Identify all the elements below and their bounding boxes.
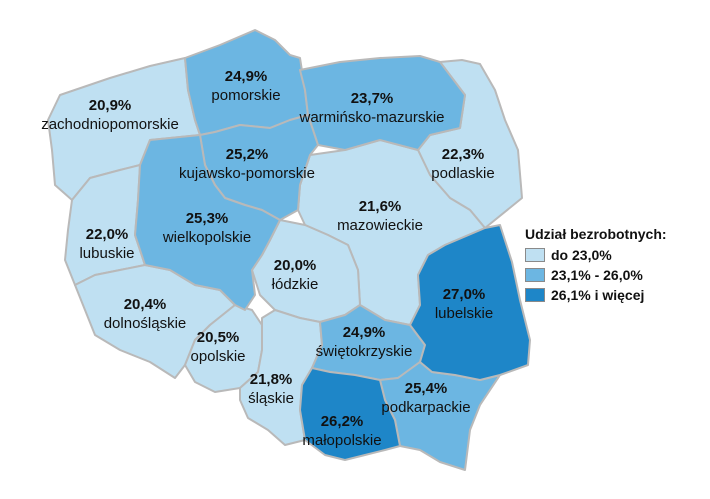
name-podkarpackie: podkarpackie: [381, 399, 471, 416]
label-slaskie: 21,8% śląskie: [248, 370, 294, 408]
name-kujawsko-pomorskie: kujawsko-pomorskie: [179, 165, 315, 182]
legend-item-high: 26,1% i więcej: [525, 285, 667, 305]
value-wielkopolskie: 25,3%: [185, 210, 229, 227]
label-mazowieckie: 21,6% mazowieckie: [337, 197, 423, 235]
value-swietokrzyskie: 24,9%: [342, 324, 386, 341]
name-lubuskie: lubuskie: [79, 245, 135, 262]
label-swietokrzyskie: 24,9% świętokrzyskie: [316, 323, 413, 361]
name-lubelskie: lubelskie: [434, 305, 494, 322]
value-podkarpackie: 25,4%: [404, 380, 448, 397]
value-warminsko-mazurskie: 23,7%: [350, 90, 394, 107]
name-swietokrzyskie: świętokrzyskie: [315, 343, 413, 360]
name-pomorskie: pomorskie: [211, 87, 281, 104]
name-malopolskie: małopolskie: [302, 432, 382, 449]
legend-label-low: do 23,0%: [551, 247, 612, 263]
region-lubelskie: [409, 224, 531, 381]
legend-label-medium: 23,1% - 26,0%: [551, 267, 643, 283]
label-lodzkie: 20,0% łódzkie: [272, 256, 319, 294]
label-opolskie: 20,5% opolskie: [190, 328, 245, 366]
label-podlaskie: 22,3% podlaskie: [431, 145, 494, 183]
name-warminsko-mazurskie: warmińsko-mazurskie: [299, 109, 445, 126]
value-opolskie: 20,5%: [196, 329, 240, 346]
value-kujawsko-pomorskie: 25,2%: [225, 146, 269, 163]
label-wielkopolskie: 25,3% wielkopolskie: [163, 209, 251, 247]
name-zachodniopomorskie: zachodniopomorskie: [41, 116, 179, 133]
legend-label-high: 26,1% i więcej: [551, 287, 645, 303]
name-opolskie: opolskie: [190, 348, 246, 365]
label-lubuskie: 22,0% lubuskie: [79, 225, 134, 263]
name-dolnoslaskie: dolnośląskie: [103, 315, 187, 332]
label-dolnoslaskie: 20,4% dolnośląskie: [104, 295, 187, 333]
label-warminsko-mazurskie: 23,7% warmińsko-mazurskie: [299, 89, 444, 127]
value-lodzkie: 20,0%: [273, 257, 317, 274]
label-kujawsko-pomorskie: 25,2% kujawsko-pomorskie: [179, 145, 315, 183]
name-slaskie: śląskie: [248, 390, 294, 407]
value-podlaskie: 22,3%: [441, 146, 485, 163]
region-opolskie: [184, 304, 263, 393]
label-malopolskie: 26,2% małopolskie: [302, 412, 381, 450]
label-zachodniopomorskie: 20,9% zachodniopomorskie: [41, 96, 179, 134]
name-wielkopolskie: wielkopolskie: [162, 229, 252, 246]
value-mazowieckie: 21,6%: [358, 198, 402, 215]
region-wielkopolskie: [134, 134, 281, 311]
legend-item-low: do 23,0%: [525, 245, 667, 265]
legend-title: Udział bezrobotnych:: [525, 226, 667, 242]
region-malopolskie: [299, 367, 401, 461]
legend-item-medium: 23,1% - 26,0%: [525, 265, 667, 285]
name-lodzkie: łódzkie: [271, 276, 319, 293]
legend-swatch-low: [525, 248, 545, 262]
map-legend: Udział bezrobotnych: do 23,0% 23,1% - 26…: [525, 226, 667, 305]
label-podkarpackie: 25,4% podkarpackie: [381, 379, 470, 417]
value-zachodniopomorskie: 20,9%: [88, 97, 132, 114]
name-mazowieckie: mazowieckie: [337, 217, 423, 234]
value-lubelskie: 27,0%: [442, 286, 486, 303]
legend-swatch-high: [525, 288, 545, 302]
value-slaskie: 21,8%: [249, 371, 293, 388]
name-podlaskie: podlaskie: [431, 165, 495, 182]
value-pomorskie: 24,9%: [224, 68, 268, 85]
value-dolnoslaskie: 20,4%: [123, 296, 167, 313]
value-malopolskie: 26,2%: [320, 413, 364, 430]
label-lubelskie: 27,0% lubelskie: [435, 285, 493, 323]
value-lubuskie: 22,0%: [85, 226, 129, 243]
label-pomorskie: 24,9% pomorskie: [211, 67, 280, 105]
legend-swatch-medium: [525, 268, 545, 282]
